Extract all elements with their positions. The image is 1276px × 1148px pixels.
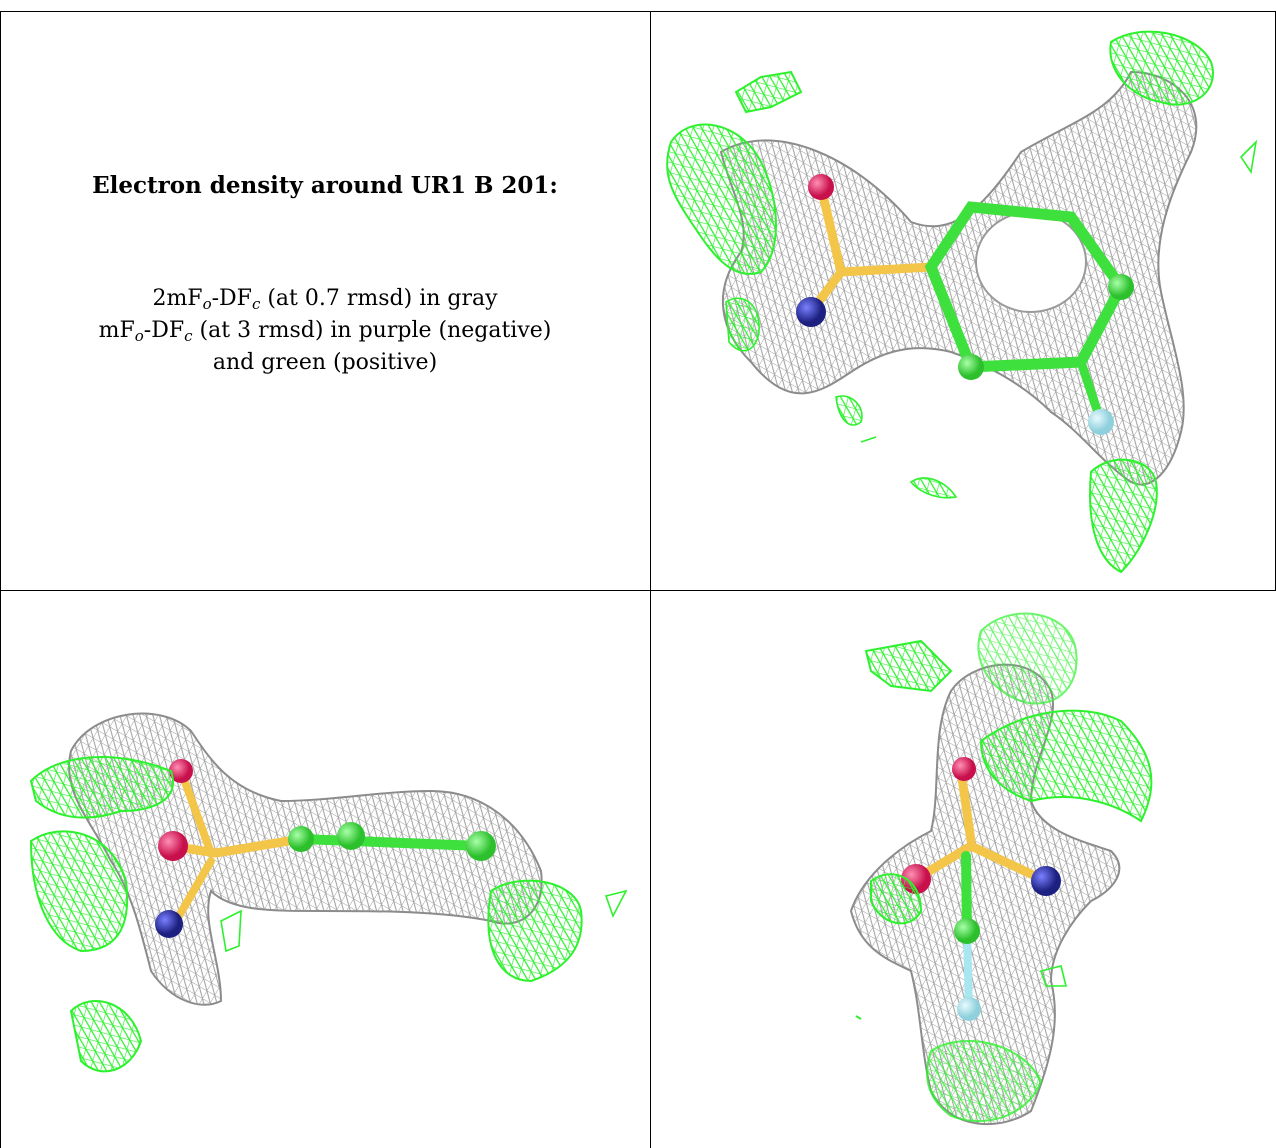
density-view-bottom-left [29,712,628,1073]
positive-difference-density [666,30,1258,574]
caption-line-positive: and green (positive) [212,350,438,375]
positive-difference-density [855,612,1153,1122]
subscript-c: c [184,327,193,345]
density-view-bottom-right [849,612,1153,1126]
subscript-o: o [134,327,144,345]
row-divider [0,590,1276,591]
caption-line-fo-fc: mFo-DFc (at 3 rmsd) in purple (negative) [0,318,650,345]
density-view-top-right [666,30,1258,574]
ligand-atoms [155,759,496,938]
ligand-bonds [166,767,486,925]
caption-cell: Electron density around UR1 B 201: 2mFo-… [0,0,650,590]
ligand-atoms [796,174,1134,435]
left-border [0,11,1,1148]
caption-text: 2mF [152,286,203,311]
caption-line-2fo-fc: 2mFo-DFc (at 0.7 rmsd) in gray [0,286,650,313]
subscript-o: o [202,295,212,313]
caption-text: -DF [211,286,252,311]
caption-text: mF [98,318,135,343]
caption-text: (at 3 rmsd) in purple (negative) [192,318,552,343]
caption-text: (at 0.7 rmsd) in gray [260,286,498,311]
top-border [0,11,1276,12]
subscript-c: c [251,295,261,313]
positive-difference-density [29,756,628,1073]
gray-density-mesh [719,70,1198,486]
middle-divider [650,11,651,1148]
gray-density-mesh [68,712,543,1006]
caption-text: -DF [143,318,185,343]
caption-title: Electron density around UR1 B 201: [92,172,558,199]
